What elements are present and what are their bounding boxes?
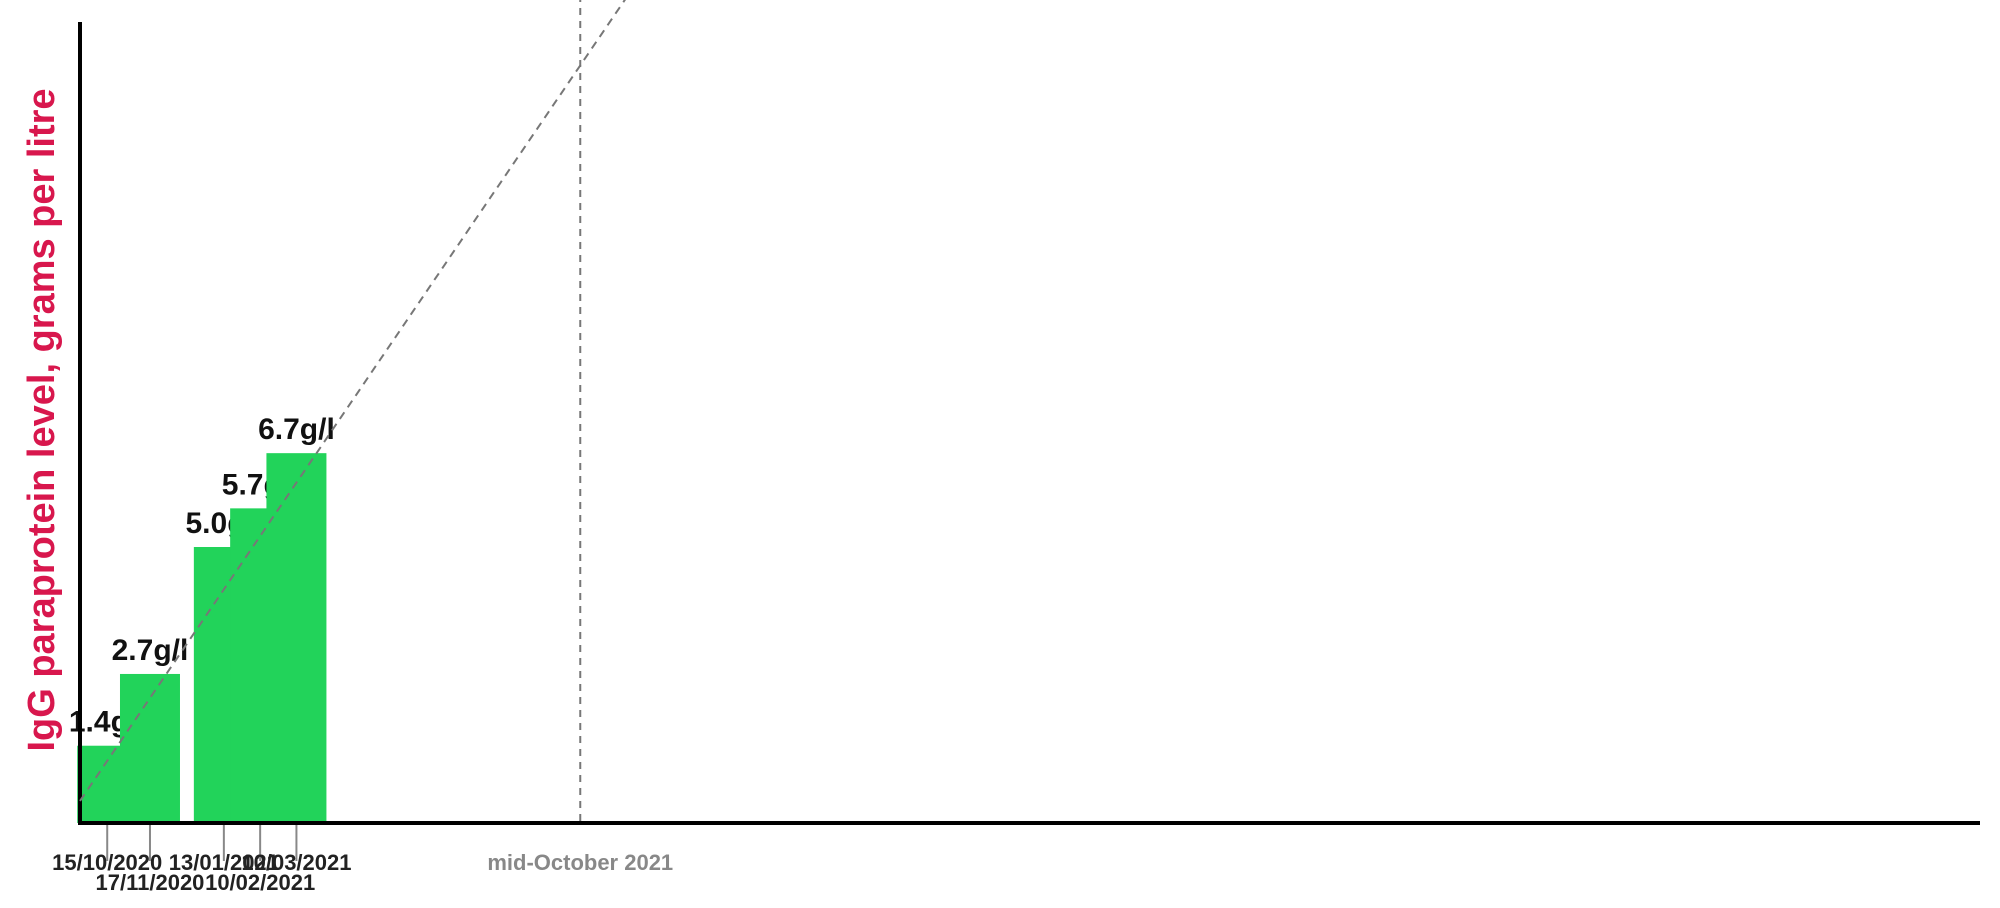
bar-2 xyxy=(119,673,180,823)
x-tick-label: 17/11/2020 xyxy=(96,870,205,895)
x-tick-label: 15/10/2020 xyxy=(52,850,162,875)
plot-area: 15g/l - the level at which treatment may… xyxy=(52,0,673,895)
bar-value-label: 2.7g/l xyxy=(112,634,189,667)
x-tick-label: 10/02/2021 xyxy=(205,870,315,895)
y-axis-label: IgG paraprotein level, grams per litre xyxy=(21,88,63,751)
x-tick-label: 10/03/2021 xyxy=(241,850,351,875)
trend-line xyxy=(79,0,626,802)
bar-5 xyxy=(266,453,327,823)
bar-value-label: 6.7g/l xyxy=(258,413,335,446)
projection-label: mid-October 2021 xyxy=(487,850,673,875)
